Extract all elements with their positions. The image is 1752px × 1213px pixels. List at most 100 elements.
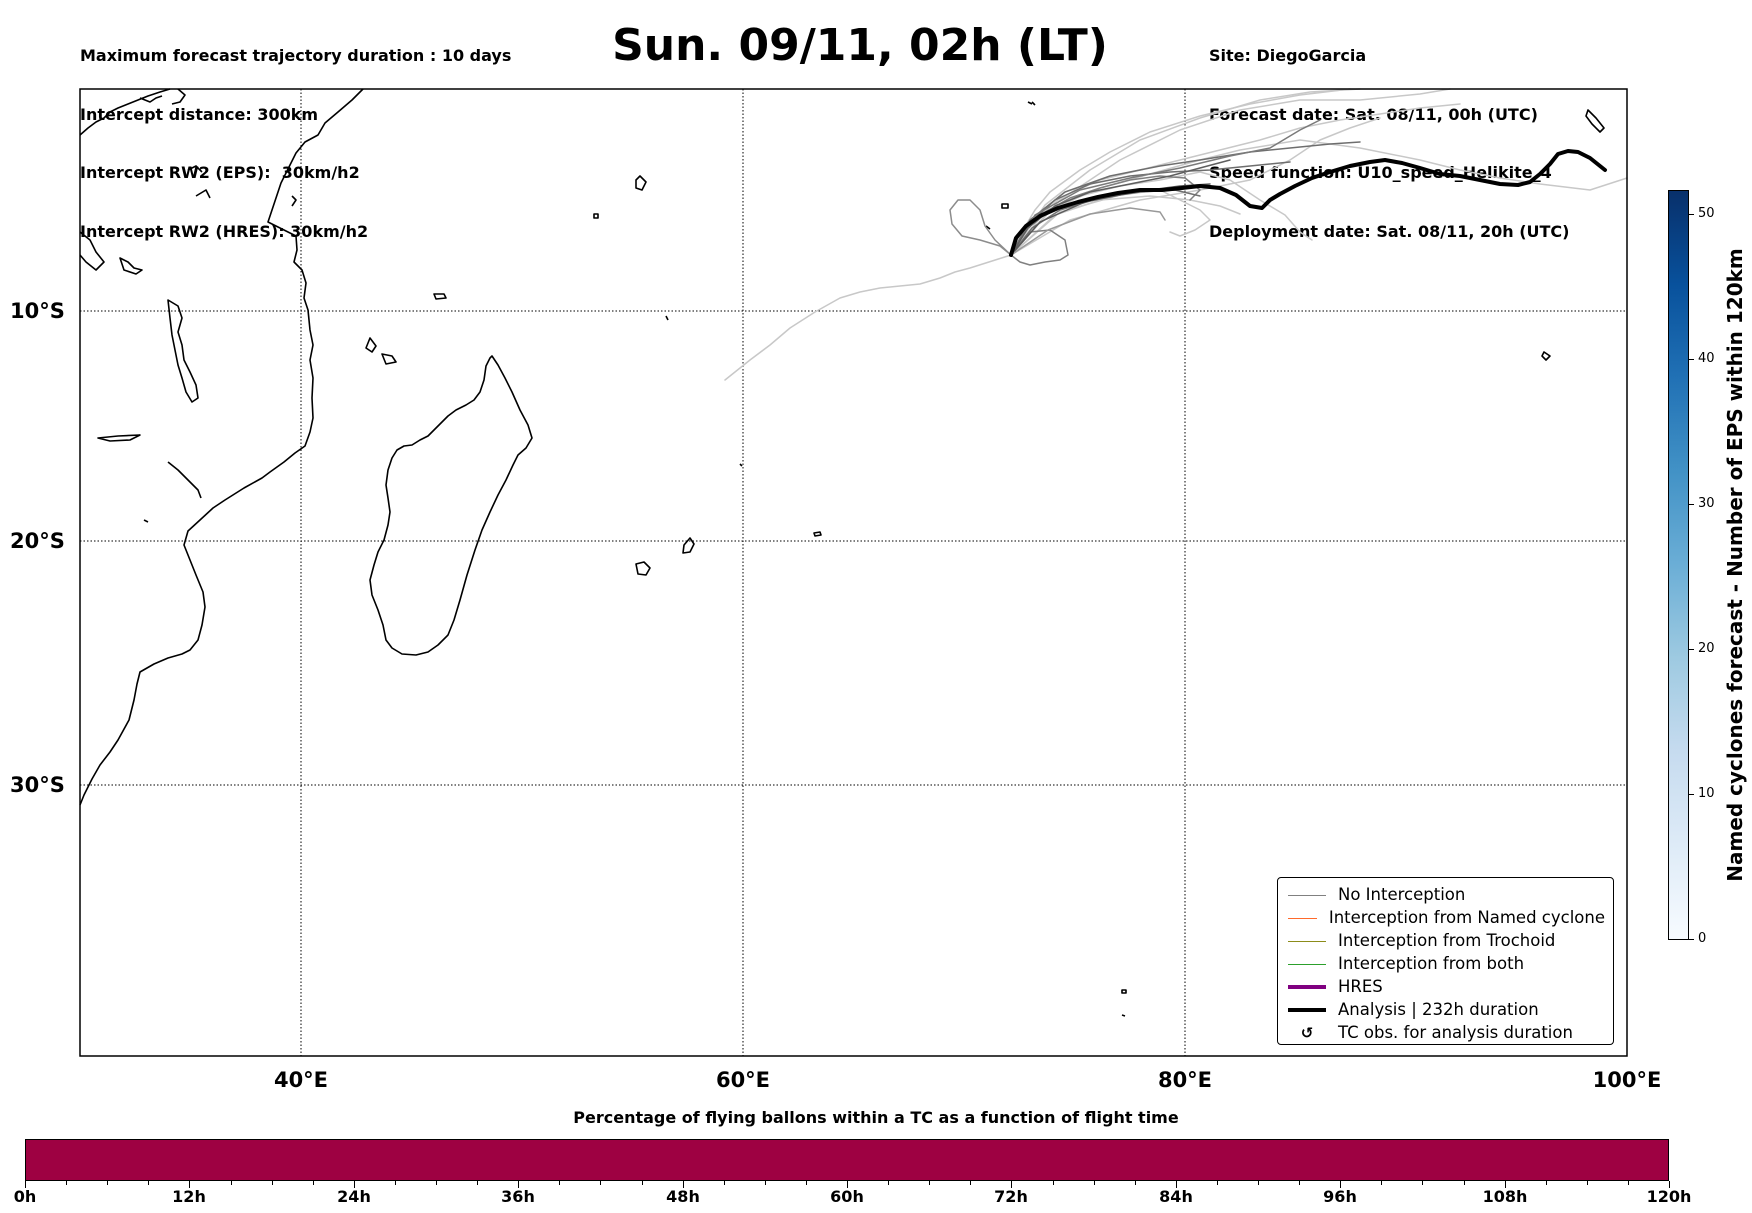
eps-trajectory <box>1010 207 1166 256</box>
coastlines <box>79 88 1605 1017</box>
flight-time-minor-tick <box>1628 1181 1629 1185</box>
flight-time-tick <box>189 1181 190 1188</box>
map-frame <box>79 88 1628 1057</box>
eps-trajectory <box>724 254 1012 381</box>
cbar-label-10: 10 <box>1698 786 1715 801</box>
amsterdam-1 <box>1121 989 1127 994</box>
flight-time-minor-tick <box>970 1181 971 1185</box>
flight-time-label: 72h <box>994 1187 1028 1206</box>
info-speed-function: Speed function: U10_speed_Helikite_4 <box>1209 163 1552 182</box>
flight-time-label: 120h <box>1646 1187 1692 1206</box>
kenya-islet <box>291 195 297 207</box>
flight-time-minor-tick <box>1217 1181 1218 1185</box>
graticule <box>80 89 1627 1056</box>
zanzibar <box>119 257 143 275</box>
comoros-east <box>381 353 397 365</box>
legend-item-hres: HRES <box>1286 975 1605 998</box>
legend-label: HRES <box>1338 977 1383 996</box>
flight-time-minor-tick <box>436 1181 437 1185</box>
flight-time-minor-tick <box>1053 1181 1054 1185</box>
legend-label: Analysis | 232h duration <box>1338 1000 1539 1019</box>
flight-time-minor-tick <box>600 1181 601 1185</box>
flight-time-label: 36h <box>501 1187 535 1206</box>
flight-time-tick <box>1669 1181 1670 1188</box>
lat-label-30s: 30°S <box>10 773 65 797</box>
aldabra <box>433 293 447 300</box>
flight-time-tick <box>847 1181 848 1188</box>
comoros-west <box>365 337 377 353</box>
colorbar-title: Named cyclones forecast - Number of EPS … <box>1723 248 1747 882</box>
flight-time-tick <box>1011 1181 1012 1188</box>
legend-item-analysis: Analysis | 232h duration <box>1286 998 1605 1021</box>
flight-time-tick <box>1340 1181 1341 1188</box>
legend-item-named-cyclone: Interception from Named cyclone <box>1286 906 1605 929</box>
mauritius <box>682 537 695 554</box>
latitude-labels: 10°S 20°S 30°S <box>10 299 65 797</box>
flight-time-minor-tick <box>148 1181 149 1185</box>
legend-label: No Interception <box>1338 885 1466 904</box>
reunion-2 <box>1031 101 1036 106</box>
flight-time-label: 84h <box>1159 1187 1193 1206</box>
flight-time-minor-tick <box>66 1181 67 1185</box>
legend-item-both: Interception from both <box>1286 952 1605 975</box>
amsterdam-2 <box>1121 1014 1126 1017</box>
arabia-horn-coast <box>79 88 171 136</box>
forecast-info: Site: DiegoGarcia Forecast date: Sat. 08… <box>1209 7 1569 261</box>
sumatra-tip <box>1585 109 1605 133</box>
info-forecast-date: Forecast date: Sat. 08/11, 00h (UTC) <box>1209 104 1538 124</box>
cbar-label-30: 30 <box>1698 496 1715 511</box>
flight-time-minor-tick <box>313 1181 314 1185</box>
flight-time-minor-tick <box>395 1181 396 1185</box>
flight-time-tick <box>683 1181 684 1188</box>
lat-label-20s: 20°S <box>10 529 65 553</box>
eps-trajectory <box>1010 88 1351 256</box>
flight-time-minor-tick <box>1587 1181 1588 1185</box>
lake-segment <box>167 461 202 499</box>
cbar-label-20: 20 <box>1698 641 1715 656</box>
flight-time-minor-tick <box>1381 1181 1382 1185</box>
flight-time-minor-tick <box>1464 1181 1465 1185</box>
setting-intercept-hres: Intercept RW2 (HRES): 30km/h2 <box>80 221 369 241</box>
analysis-trajectory <box>1009 149 1607 257</box>
legend-item-tc-obs: ↺ TC obs. for analysis duration <box>1286 1021 1605 1044</box>
tc-obs-icon: ↺ <box>1300 1023 1314 1042</box>
flight-time-minor-tick <box>107 1181 108 1185</box>
east-africa-islet <box>143 519 149 523</box>
legend-label: TC obs. for analysis duration <box>1338 1023 1573 1042</box>
flight-time-bar <box>25 1139 1669 1181</box>
flight-time-minor-tick <box>642 1181 643 1185</box>
cbar-label-50: 50 <box>1698 206 1715 221</box>
legend-line-grey <box>1286 889 1328 901</box>
eps-trajectories <box>724 88 1628 381</box>
seychelles-2 <box>593 213 599 219</box>
setting-duration: Maximum forecast trajectory duration : 1… <box>80 46 512 65</box>
cocos <box>1541 351 1551 361</box>
lon-label-100e: 100°E <box>1593 1068 1662 1092</box>
flight-time-minor-tick <box>231 1181 232 1185</box>
reunion <box>635 561 651 576</box>
legend-item-no-interception: No Interception <box>1286 883 1605 906</box>
madagascar <box>369 355 533 656</box>
flight-time-minor-tick <box>559 1181 560 1185</box>
flight-time-bar-title: Percentage of flying ballons within a TC… <box>573 1108 1179 1127</box>
flight-time-minor-tick <box>272 1181 273 1185</box>
info-deployment-date: Deployment date: Sat. 08/11, 20h (UTC) <box>1209 221 1570 241</box>
flight-time-label: 96h <box>1323 1187 1357 1206</box>
flight-time-tick <box>518 1181 519 1188</box>
legend-label: Interception from Named cyclone <box>1328 908 1605 927</box>
flight-time-minor-tick <box>765 1181 766 1185</box>
lon-label-80e: 80°E <box>1158 1068 1212 1092</box>
flight-time-minor-tick <box>1258 1181 1259 1185</box>
chagos-1 <box>1001 203 1009 209</box>
cbar-tick <box>1689 214 1694 215</box>
cyclone-colorbar <box>1668 190 1689 940</box>
cbar-tick <box>1689 939 1694 940</box>
legend-line-olive <box>1286 935 1328 947</box>
info-site: Site: DiegoGarcia <box>1209 46 1367 65</box>
flight-time-tick <box>25 1181 26 1188</box>
eps-trajectory <box>1010 119 1321 256</box>
flight-time-minor-tick <box>477 1181 478 1185</box>
flight-time-minor-tick <box>1135 1181 1136 1185</box>
eps-trajectory <box>1010 88 1361 256</box>
